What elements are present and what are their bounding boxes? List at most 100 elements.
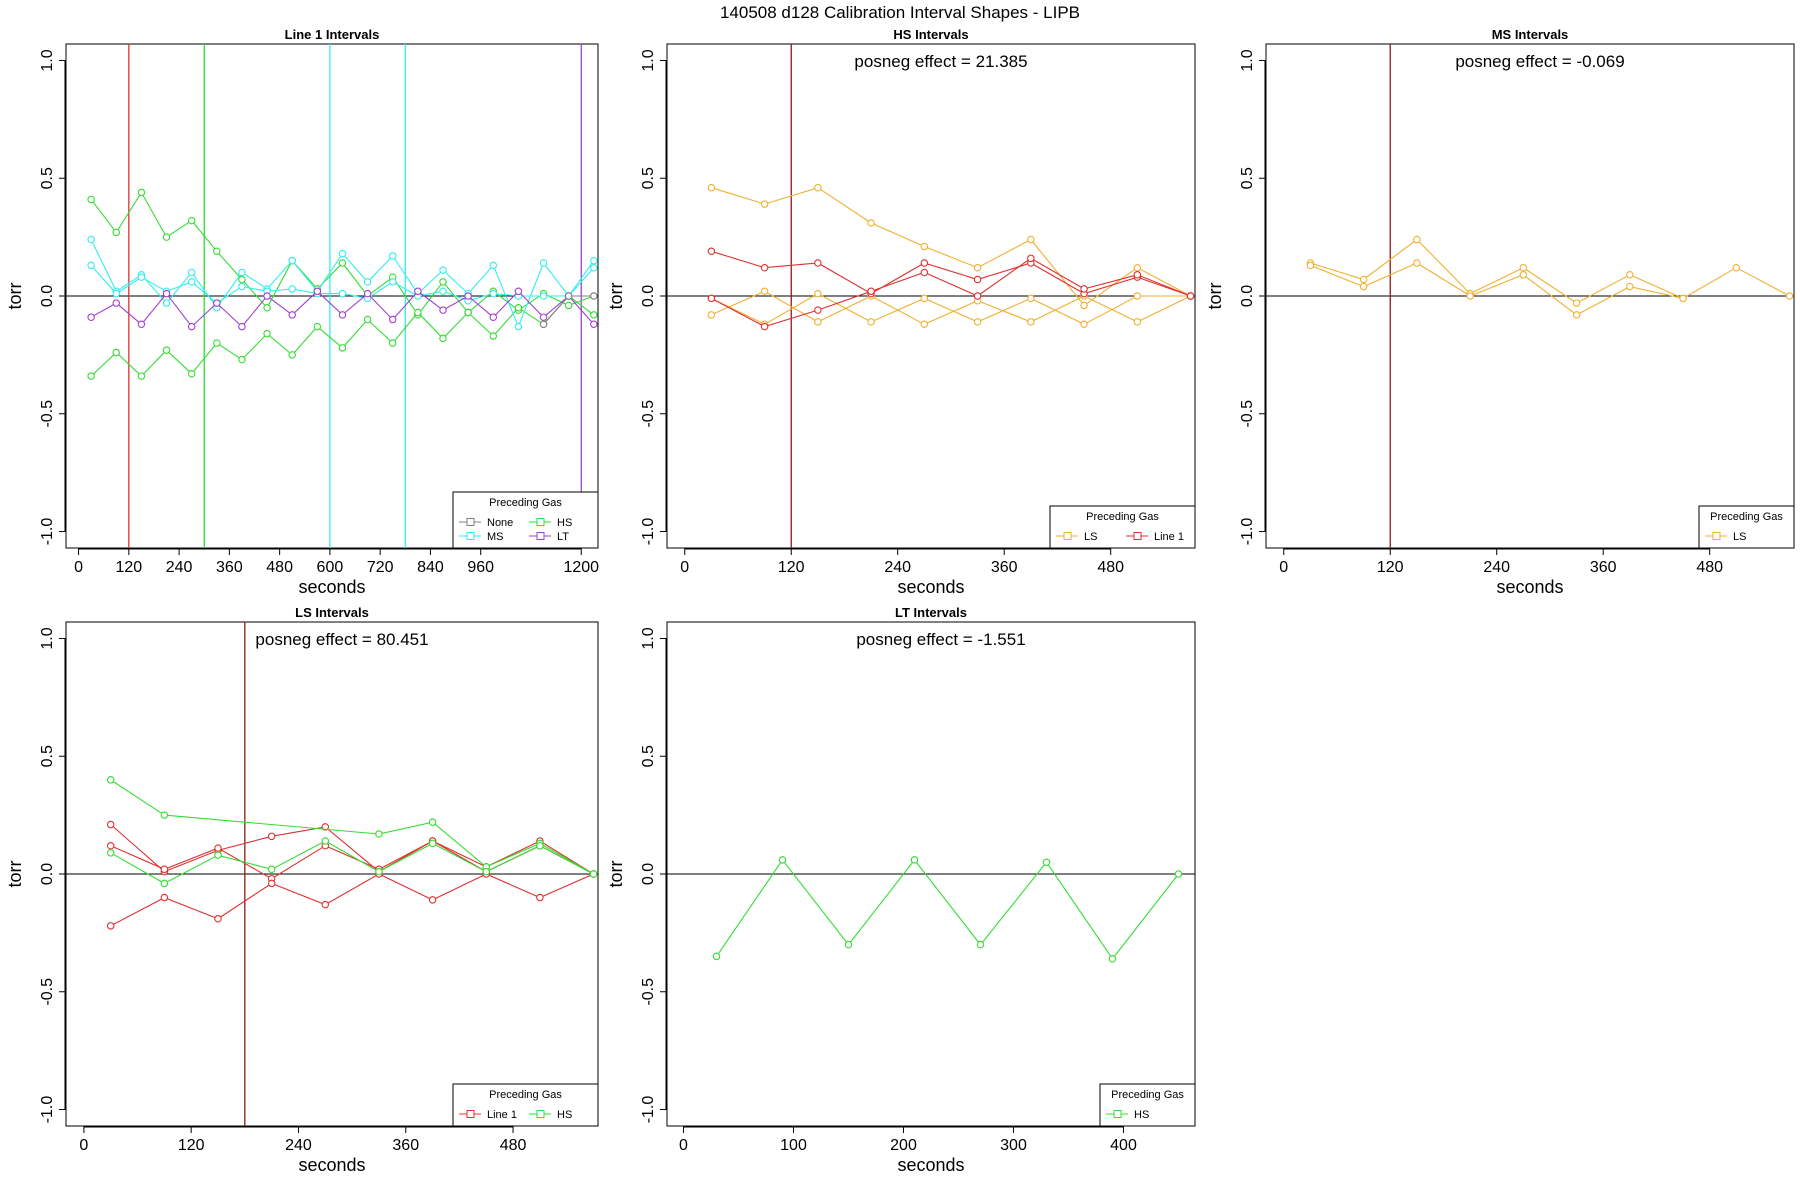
data-point	[106, 776, 115, 784]
data-point	[590, 256, 598, 265]
data-point	[321, 837, 330, 845]
x-tick-label: 120	[1377, 559, 1404, 576]
y-tick-label: 0.5	[1239, 167, 1256, 189]
data-point	[910, 856, 919, 864]
data-point	[973, 292, 982, 300]
data-point	[112, 299, 121, 307]
data-point	[160, 865, 169, 874]
legend-box	[452, 1083, 599, 1127]
panel-title: LS Intervals	[295, 605, 369, 620]
data-point	[464, 292, 472, 300]
data-point	[1732, 263, 1741, 272]
data-point	[263, 292, 271, 300]
data-point	[428, 818, 437, 826]
x-axis-label: seconds	[897, 577, 964, 597]
data-point	[564, 292, 573, 300]
x-tick-label: 360	[392, 1137, 419, 1154]
data-point	[973, 318, 982, 326]
y-tick-label: 0.5	[39, 167, 56, 189]
data-point	[137, 372, 146, 380]
x-tick-label: 360	[216, 559, 243, 576]
y-tick-label: 0.5	[640, 167, 657, 189]
data-point	[1785, 292, 1794, 300]
data-point	[321, 900, 330, 909]
legend-entry-label: MS	[487, 531, 504, 543]
x-axis-label: seconds	[298, 577, 365, 597]
y-tick-label: 0.0	[39, 285, 56, 307]
y-axis-label: torr	[5, 860, 25, 887]
data-point	[760, 200, 769, 208]
series-line	[110, 873, 594, 927]
x-axis-label: seconds	[1496, 577, 1563, 597]
data-point	[707, 247, 716, 256]
data-series	[1306, 259, 1687, 319]
data-point	[187, 369, 196, 378]
x-tick-label: 600	[317, 559, 344, 576]
data-point	[814, 183, 822, 192]
data-series	[106, 820, 598, 878]
x-tick-label: 480	[1696, 559, 1723, 576]
data-point	[363, 289, 372, 298]
data-point	[414, 308, 422, 317]
chart-panel: MS Intervals 0 120 240 360 480 seconds -1.0 -0.5…	[1205, 27, 1795, 597]
data-point	[214, 844, 222, 852]
data-point	[238, 275, 246, 284]
data-point	[137, 188, 146, 197]
data-point	[214, 914, 222, 923]
data-point	[388, 278, 397, 286]
y-tick-label: 0.0	[640, 863, 657, 885]
y-tick-label: -0.5	[640, 978, 657, 1006]
data-point	[1413, 259, 1421, 267]
series-line	[711, 290, 1191, 325]
data-point	[1626, 282, 1634, 291]
data-point	[1519, 271, 1528, 279]
x-tick-label: 400	[1110, 1137, 1137, 1154]
data-point	[375, 830, 383, 838]
x-tick-label: 480	[1097, 559, 1124, 576]
legend-title: Preceding Gas	[1111, 1089, 1184, 1101]
legend-entry-label: Line 1	[1154, 531, 1184, 543]
data-point	[814, 259, 822, 267]
y-tick-label: 1.0	[39, 49, 56, 71]
data-series	[106, 776, 598, 878]
data-series	[712, 856, 1183, 963]
data-point	[187, 278, 196, 286]
data-point	[464, 308, 472, 317]
legend-box	[452, 491, 599, 549]
data-point	[973, 263, 982, 272]
data-point	[1108, 955, 1117, 963]
data-point	[867, 219, 875, 227]
legend-swatch-marker	[466, 1110, 475, 1118]
data-point	[363, 278, 372, 286]
data-point	[87, 235, 95, 244]
y-axis: -1.0 -0.5 0.0 0.5 1.0 torr	[5, 627, 66, 1123]
legend-swatch-marker	[536, 532, 545, 540]
legend-swatch-marker	[536, 518, 545, 526]
data-point	[267, 832, 276, 841]
legend-title: Preceding Gas	[489, 1089, 562, 1101]
x-tick-label: 100	[780, 1137, 807, 1154]
data-point	[338, 289, 347, 298]
data-point	[920, 242, 929, 251]
x-tick-label: 120	[115, 559, 142, 576]
data-point	[1133, 292, 1142, 300]
data-point	[238, 282, 246, 291]
data-point	[162, 233, 171, 241]
data-point	[539, 313, 548, 321]
series-line	[711, 292, 1191, 325]
data-point	[778, 856, 787, 864]
data-series	[87, 235, 598, 331]
legend-entry-label: None	[487, 517, 513, 529]
legend-entry-label: LS	[1733, 531, 1746, 543]
data-point	[707, 183, 716, 192]
y-axis-label: torr	[5, 282, 25, 309]
legend-title: Preceding Gas	[489, 497, 562, 509]
data-point	[428, 839, 437, 848]
data-point	[338, 259, 347, 267]
legend-box	[1049, 505, 1196, 549]
data-point	[1133, 318, 1142, 326]
data-point	[313, 287, 322, 296]
x-axis: 0 100 200 300 400 seconds	[679, 1126, 1137, 1175]
data-point	[160, 811, 169, 819]
y-axis: -1.0 -0.5 0.0 0.5 1.0 torr	[5, 49, 66, 545]
